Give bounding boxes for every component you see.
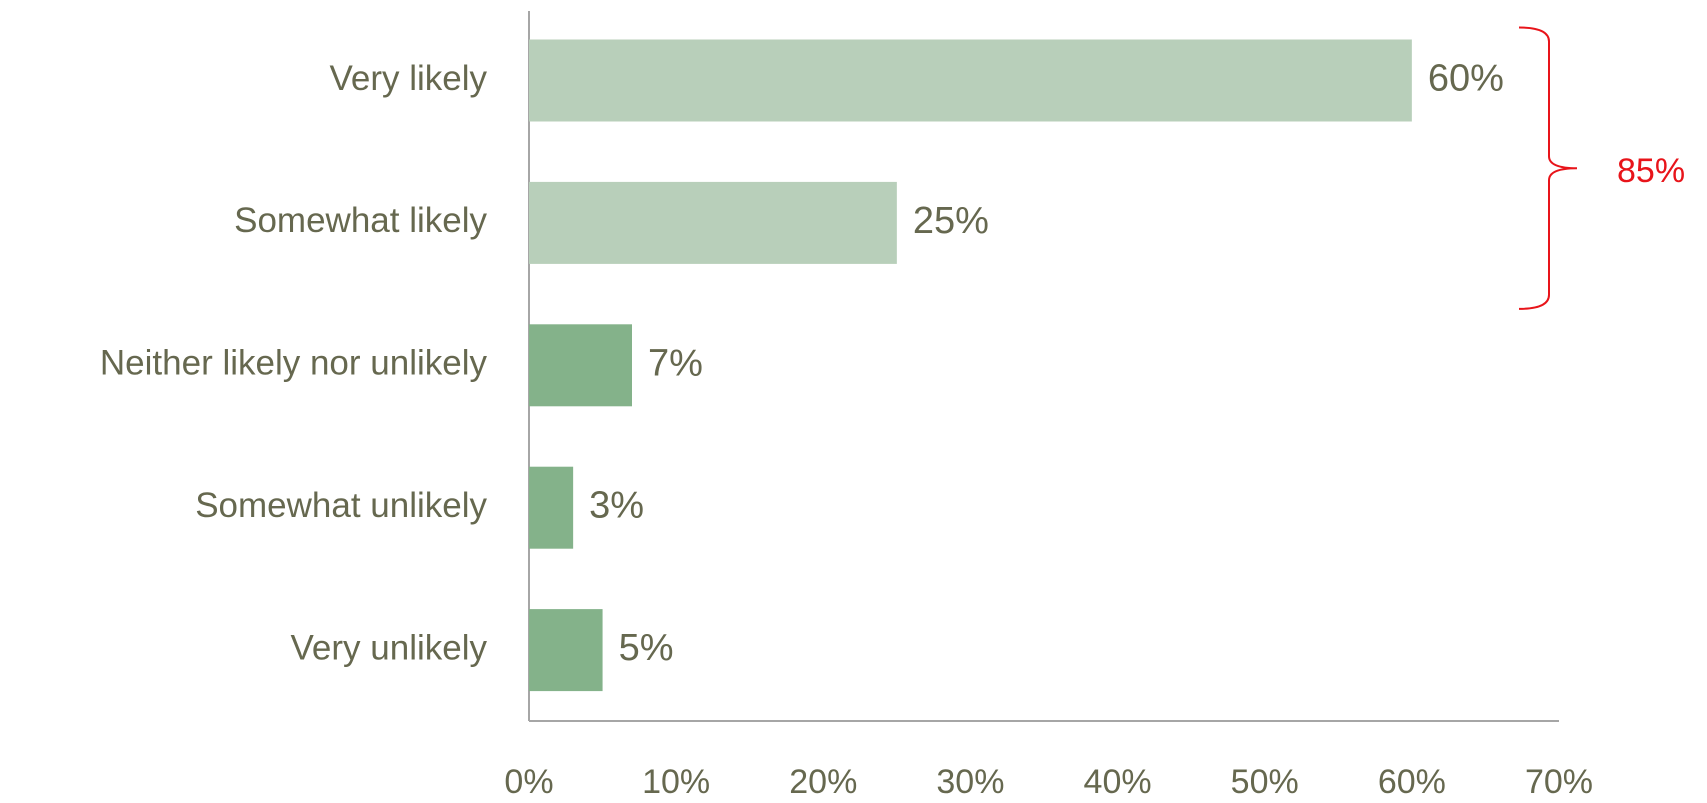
x-tick-label: 40% (1084, 763, 1152, 801)
bar (529, 181, 897, 264)
category-label: Somewhat unlikely (195, 486, 487, 525)
category-label: Neither likely nor unlikely (100, 344, 488, 383)
x-tick-label: 20% (789, 763, 857, 801)
bar (529, 609, 603, 692)
category-label: Somewhat likely (234, 201, 487, 240)
x-tick-label: 0% (504, 763, 553, 801)
x-tick-label: 30% (936, 763, 1004, 801)
data-label: 25% (913, 200, 989, 242)
data-label: 7% (648, 342, 703, 384)
bar (529, 466, 574, 549)
bar (529, 39, 1412, 122)
bracket (1518, 26, 1578, 310)
x-tick-label: 60% (1378, 763, 1446, 801)
data-label: 60% (1428, 58, 1504, 100)
x-tick-label: 10% (642, 763, 710, 801)
bar (529, 324, 632, 407)
annotation: 85% (1617, 152, 1685, 190)
data-label: 5% (619, 627, 674, 669)
data-label: 3% (589, 485, 644, 527)
x-tick-label: 70% (1525, 763, 1593, 801)
category-label: Very unlikely (291, 628, 488, 667)
category-label: Very likely (329, 59, 487, 98)
x-tick-label: 50% (1231, 763, 1299, 801)
